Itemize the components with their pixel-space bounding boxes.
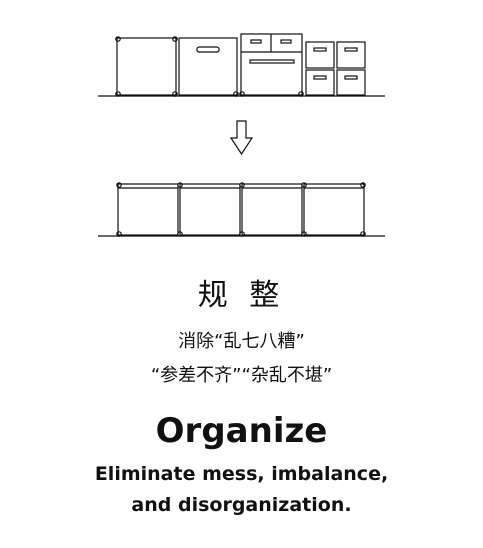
before-after-illustration <box>98 33 385 237</box>
tall-box <box>115 36 178 97</box>
stacked-double-box <box>239 33 304 97</box>
organized-box-2 <box>177 182 241 237</box>
organized-box-1 <box>116 182 179 237</box>
english-heading: Organize <box>155 411 328 451</box>
box-with-handle <box>178 37 239 97</box>
english-subtitle-line-2: and disorganization. <box>131 494 352 516</box>
organized-box-3 <box>239 182 303 237</box>
english-subtitle-line-1: Eliminate mess, imbalance, <box>94 463 389 485</box>
chinese-line-1: 消除“乱七八糟” <box>178 331 305 352</box>
down-arrow-icon <box>229 120 254 156</box>
chinese-line-2: “参差不齐”“杂乱不堪” <box>150 365 333 386</box>
before-messy-storage <box>98 33 385 97</box>
organized-box-4 <box>301 182 366 237</box>
chinese-heading: 规 整 <box>197 278 286 313</box>
small-boxes-stack <box>305 41 366 96</box>
after-organized-storage <box>98 182 385 237</box>
